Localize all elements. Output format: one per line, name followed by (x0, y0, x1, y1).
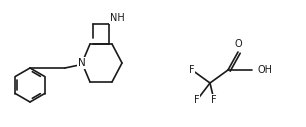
Text: NH: NH (110, 13, 125, 23)
Text: OH: OH (258, 65, 273, 75)
Text: N: N (78, 58, 86, 68)
Text: F: F (211, 95, 217, 105)
Text: F: F (189, 65, 195, 75)
Text: O: O (234, 39, 242, 49)
Text: F: F (194, 95, 200, 105)
